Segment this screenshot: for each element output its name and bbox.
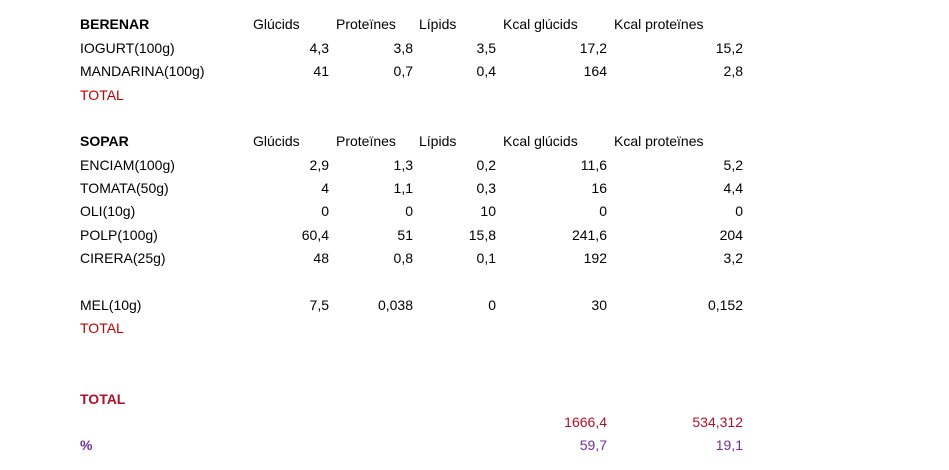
percent-kcal-proteines[interactable]: 19,1 — [715, 437, 743, 453]
grand-total-values-row: 1666,4 534,312 — [0, 411, 949, 434]
value-proteines[interactable]: 0,038 — [377, 297, 413, 313]
table-row: CIRERA(25g) 48 0,8 0,1 192 3,2 — [0, 247, 949, 270]
grand-total-kcal-proteines[interactable]: 534,312 — [692, 414, 743, 430]
value-glucids[interactable]: 48 — [313, 250, 329, 266]
value-kcal-glucids[interactable]: 16 — [591, 180, 607, 196]
percent-row: % 59,7 19,1 — [0, 434, 949, 457]
berenar-total-label[interactable]: TOTAL — [80, 87, 124, 103]
value-proteines[interactable]: 51 — [397, 227, 413, 243]
value-proteines[interactable]: 1,3 — [393, 157, 413, 173]
header-glucids[interactable]: Glúcids — [253, 133, 300, 149]
table-row: MEL(10g) 7,5 0,038 0 30 0,152 — [0, 294, 949, 317]
header-lipids[interactable]: Lípids — [419, 133, 457, 149]
value-proteines[interactable]: 3,8 — [393, 40, 413, 56]
value-lipids[interactable]: 15,8 — [468, 227, 496, 243]
item-name[interactable]: POLP(100g) — [80, 227, 158, 243]
value-lipids[interactable]: 0,3 — [476, 180, 496, 196]
table-row: POLP(100g) 60,4 51 15,8 241,6 204 — [0, 224, 949, 247]
header-kcal-glucids[interactable]: Kcal glúcids — [503, 133, 578, 149]
item-name[interactable]: IOGURT(100g) — [80, 40, 175, 56]
value-kcal-glucids[interactable]: 241,6 — [571, 227, 607, 243]
table-row: ENCIAM(100g) 2,9 1,3 0,2 11,6 5,2 — [0, 154, 949, 177]
value-kcal-proteines[interactable]: 3,2 — [723, 250, 743, 266]
value-kcal-proteines[interactable]: 204 — [719, 227, 743, 243]
table-row: IOGURT(100g) 4,3 3,8 3,5 17,2 15,2 — [0, 37, 949, 60]
header-proteines[interactable]: Proteïnes — [336, 133, 396, 149]
header-lipids[interactable]: Lípids — [419, 16, 457, 32]
value-glucids[interactable]: 41 — [313, 63, 329, 79]
value-proteines[interactable]: 0 — [405, 203, 413, 219]
value-proteines[interactable]: 0,8 — [393, 250, 413, 266]
berenar-title[interactable]: BERENAR — [80, 16, 150, 32]
value-kcal-glucids[interactable]: 30 — [591, 297, 607, 313]
header-kcal-glucids[interactable]: Kcal glúcids — [503, 16, 578, 32]
value-kcal-glucids[interactable]: 17,2 — [579, 40, 607, 56]
value-kcal-proteines[interactable]: 5,2 — [723, 157, 743, 173]
item-name[interactable]: CIRERA(25g) — [80, 250, 166, 266]
berenar-header-row: BERENAR Glúcids Proteïnes Lípids Kcal gl… — [0, 13, 949, 36]
sopar-title[interactable]: SOPAR — [80, 133, 129, 149]
sopar-total-label[interactable]: TOTAL — [80, 320, 124, 336]
grand-total-kcal-glucids[interactable]: 1666,4 — [564, 414, 607, 430]
value-kcal-proteines[interactable]: 4,4 — [723, 180, 743, 196]
header-kcal-proteines[interactable]: Kcal proteïnes — [614, 133, 704, 149]
value-glucids[interactable]: 4 — [321, 180, 329, 196]
percent-kcal-glucids[interactable]: 59,7 — [579, 437, 607, 453]
value-lipids[interactable]: 10 — [480, 203, 496, 219]
item-name[interactable]: OLI(10g) — [80, 203, 136, 219]
grand-total-row: TOTAL — [0, 388, 949, 411]
percent-label[interactable]: % — [80, 437, 93, 453]
value-kcal-glucids[interactable]: 11,6 — [580, 157, 607, 173]
item-name[interactable]: TOMATA(50g) — [80, 180, 169, 196]
value-kcal-proteines[interactable]: 0 — [735, 203, 743, 219]
item-name[interactable]: MANDARINA(100g) — [80, 63, 205, 79]
value-proteines[interactable]: 0,7 — [393, 63, 413, 79]
value-lipids[interactable]: 3,5 — [476, 40, 496, 56]
value-kcal-glucids[interactable]: 164 — [583, 63, 607, 79]
table-row: MANDARINA(100g) 41 0,7 0,4 164 2,8 — [0, 60, 949, 83]
value-glucids[interactable]: 2,9 — [309, 157, 329, 173]
value-glucids[interactable]: 4,3 — [309, 40, 329, 56]
value-lipids[interactable]: 0,2 — [476, 157, 496, 173]
value-proteines[interactable]: 1,1 — [393, 180, 413, 196]
value-kcal-proteines[interactable]: 15,2 — [715, 40, 743, 56]
value-kcal-proteines[interactable]: 2,8 — [723, 63, 743, 79]
value-glucids[interactable]: 60,4 — [301, 227, 329, 243]
value-lipids[interactable]: 0 — [488, 297, 496, 313]
value-glucids[interactable]: 0 — [321, 203, 329, 219]
table-row: OLI(10g) 0 0 10 0 0 — [0, 200, 949, 223]
sopar-total-row: TOTAL — [0, 317, 949, 340]
table-row: TOMATA(50g) 4 1,1 0,3 16 4,4 — [0, 177, 949, 200]
value-kcal-proteines[interactable]: 0,152 — [707, 297, 743, 313]
header-kcal-proteines[interactable]: Kcal proteïnes — [614, 16, 704, 32]
grand-total-label[interactable]: TOTAL — [80, 391, 126, 407]
item-name[interactable]: MEL(10g) — [80, 297, 142, 313]
berenar-total-row: TOTAL — [0, 84, 949, 107]
value-kcal-glucids[interactable]: 0 — [599, 203, 607, 219]
value-kcal-glucids[interactable]: 192 — [583, 250, 607, 266]
value-lipids[interactable]: 0,1 — [476, 250, 496, 266]
header-glucids[interactable]: Glúcids — [253, 16, 300, 32]
header-proteines[interactable]: Proteïnes — [336, 16, 396, 32]
item-name[interactable]: ENCIAM(100g) — [80, 157, 175, 173]
value-lipids[interactable]: 0,4 — [476, 63, 496, 79]
value-glucids[interactable]: 7,5 — [309, 297, 329, 313]
sopar-header-row: SOPAR Glúcids Proteïnes Lípids Kcal glúc… — [0, 130, 949, 153]
